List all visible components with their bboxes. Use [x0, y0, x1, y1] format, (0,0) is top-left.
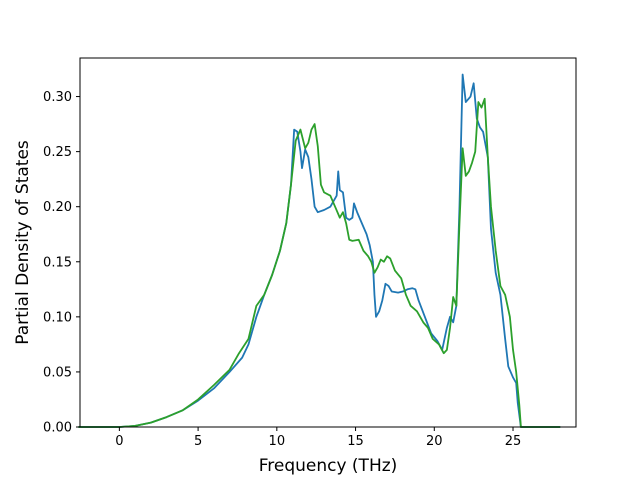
- y-tick-label: 0.20: [43, 200, 72, 215]
- x-tick-label: 0: [115, 434, 123, 449]
- plot-area-frame: [79, 57, 577, 428]
- series-line-2: [78, 97, 561, 428]
- x-tick-label: 25: [505, 434, 522, 449]
- x-tick-label: 20: [426, 434, 443, 449]
- y-tick-label: 0.25: [43, 145, 72, 160]
- y-axis-ticks: 0.00 0.05 0.10 0.15 0.20 0.25 0.30: [43, 90, 80, 436]
- x-tick-label: 10: [269, 434, 286, 449]
- x-tick-label: 15: [347, 434, 364, 449]
- x-axis-title: Frequency (THz): [259, 456, 398, 476]
- y-tick-label: 0.30: [43, 90, 72, 105]
- y-tick-label: 0.15: [43, 255, 72, 270]
- y-axis-title: Partial Density of States: [13, 140, 33, 345]
- series-layer: [78, 73, 561, 428]
- y-tick-label: 0.05: [43, 365, 72, 380]
- x-tick-label: 5: [194, 434, 202, 449]
- y-tick-label: 0.10: [43, 310, 72, 325]
- x-axis-ticks: 0 5 10 15 20 25: [115, 427, 521, 449]
- y-tick-label: 0.00: [43, 421, 72, 436]
